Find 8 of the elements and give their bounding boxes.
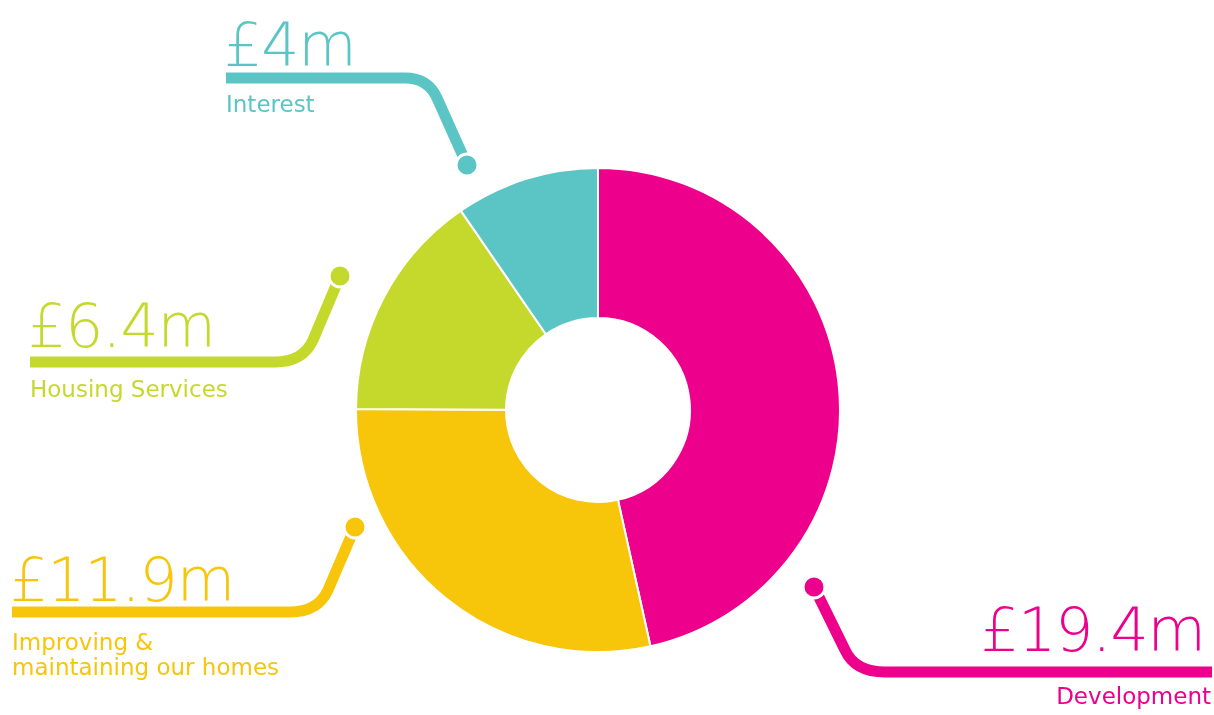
data-label: £11.9m [10, 545, 235, 615]
data-label: £19.4m [980, 595, 1205, 665]
slice-label: Improving & maintaining our homes [12, 629, 280, 681]
slice-label: Housing Services [30, 376, 228, 403]
data-label: £4m [224, 10, 356, 80]
slice-label: Development [1056, 683, 1211, 710]
slice-label: Interest [226, 91, 315, 118]
data-label: £6.4m [28, 291, 216, 361]
